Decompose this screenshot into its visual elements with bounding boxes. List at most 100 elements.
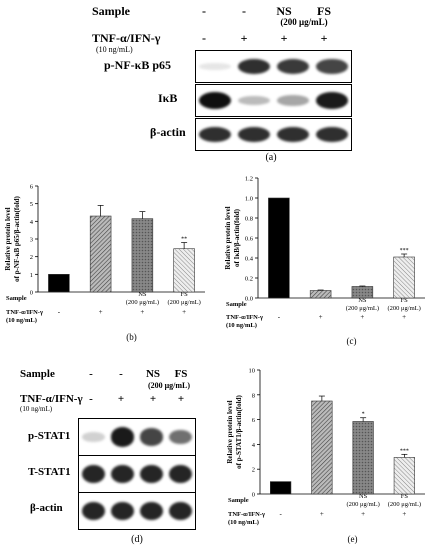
- blot-band: [315, 59, 348, 74]
- blot-band: [110, 427, 135, 447]
- y-axis-label: of p-STAT1/β-actin(fold): [235, 395, 243, 469]
- panel-d-sample-col-4: FS: [174, 368, 188, 380]
- panel-a-tnf-label: TNF-α/IFN-γ: [92, 31, 161, 45]
- category-label: FS: [401, 493, 409, 500]
- tnf-row-label: (10 ng/mL): [228, 519, 259, 526]
- bar: [393, 457, 415, 495]
- tnf-row-mark: -: [58, 308, 61, 316]
- panel-d-tnf-col-4: +: [177, 393, 185, 405]
- y-tick-label: 10: [249, 368, 256, 375]
- blot-band: [81, 501, 106, 521]
- y-tick-label: 0.4: [245, 256, 254, 263]
- chart-e: 0 2 4 6 8 10 Relative protein level of p-STAT1/…: [226, 368, 425, 544]
- panel-d-sample-col-3: NS: [145, 368, 161, 380]
- tnf-row-label: TNF-α/IFN-γ: [228, 511, 265, 518]
- panel-d-blot-p-stat1: [78, 418, 196, 456]
- panel-a-blot-beta-actin: [195, 118, 352, 151]
- panel-letter: (c): [347, 336, 357, 346]
- category-label: (200 μg/mL): [346, 305, 379, 312]
- sample-row-label: Sample: [228, 497, 249, 504]
- significance-mark: *: [362, 412, 365, 418]
- blot-band: [139, 464, 164, 484]
- panel-a-tnf-col-3: +: [280, 31, 288, 45]
- blot-band: [199, 91, 232, 110]
- category-label: (200 μg/mL): [388, 501, 421, 508]
- blot-band: [276, 126, 309, 143]
- blot-band: [199, 62, 232, 71]
- bar: [393, 256, 415, 299]
- panel-a-tnf-conc: (10 ng/mL): [96, 45, 133, 54]
- y-tick-label: 0.0: [245, 296, 253, 303]
- category-label: (200 μg/mL): [167, 299, 200, 306]
- blot-band: [81, 431, 106, 443]
- panel-a-blot-label-1: p-NF-κB p65: [104, 58, 172, 72]
- panel-d-blot-label-3: β-actin: [30, 502, 63, 514]
- category-label: NS: [138, 291, 147, 298]
- y-tick-label: 0.6: [245, 236, 254, 243]
- y-tick-label: 6: [30, 184, 34, 191]
- y-tick-label: 0: [252, 492, 255, 499]
- panel-d-tnf-conc: (10 ng/mL): [20, 405, 53, 413]
- blot-band: [168, 501, 193, 521]
- panel-a-tnf-col-1: -: [202, 31, 206, 45]
- category-label: FS: [181, 291, 189, 298]
- y-tick-label: 2: [252, 467, 255, 474]
- blot-band: [199, 126, 232, 143]
- y-axis-label: of p-NF-κB p65/β-actin(fold): [13, 195, 21, 281]
- y-tick-label: 3: [30, 237, 33, 244]
- tnf-row-mark: -: [279, 510, 282, 518]
- tnf-row-mark: +: [319, 313, 323, 321]
- blot-band: [276, 95, 309, 106]
- panel-d-sample-col-2: -: [119, 368, 123, 380]
- panel-a-sample-col-1: -: [202, 4, 206, 18]
- y-axis-label: Relative protein level: [224, 206, 232, 269]
- sample-row-label: Sample: [226, 301, 247, 308]
- panel-d-tnf-label: TNF-α/IFN-γ: [20, 393, 83, 405]
- bar: [311, 400, 333, 495]
- panel-a-letter: (a): [265, 152, 277, 163]
- category-label: NS: [358, 297, 367, 304]
- tnf-row-label: TNF-α/IFN-γ: [6, 309, 43, 316]
- panel-d-sample-col-1: -: [89, 368, 93, 380]
- panel-a-sample-col-2: -: [242, 4, 246, 18]
- y-tick-label: 1.2: [245, 176, 253, 183]
- tnf-row-mark: +: [182, 308, 186, 316]
- tnf-row-label: (10 ng/mL): [6, 317, 37, 324]
- panel-a-tnf-col-4: +: [320, 31, 328, 45]
- tnf-row-mark: +: [99, 308, 103, 316]
- y-tick-label: 0.2: [245, 276, 253, 283]
- y-tick-label: 4: [30, 219, 34, 226]
- y-axis-label: Relative protein level: [4, 207, 12, 270]
- panel-d-letter: (d): [131, 534, 143, 545]
- chart-c: 0.0 0.2 0.4 0.6 0.8 1.0 1.2 Relative protein le…: [224, 176, 425, 346]
- category-label: NS: [359, 493, 368, 500]
- bar: [173, 248, 195, 293]
- panel-d-tnf-col-3: +: [149, 393, 157, 405]
- tnf-row-mark: +: [320, 510, 324, 518]
- y-tick-label: 5: [30, 201, 33, 208]
- blot-band: [110, 464, 135, 484]
- bar: [270, 481, 292, 495]
- panel-a-conc-note: (200 μg/mL): [280, 17, 328, 27]
- category-label: FS: [401, 297, 409, 304]
- bar: [131, 218, 154, 293]
- panel-d-conc-note: (200 μg/mL): [147, 381, 191, 390]
- tnf-row-mark: +: [361, 510, 365, 518]
- panel-d-tnf-col-2: +: [117, 393, 125, 405]
- significance-mark: ***: [400, 248, 409, 254]
- panel-a-tnf-col-2: +: [240, 31, 248, 45]
- blot-band: [139, 501, 164, 521]
- y-tick-label: 1.0: [245, 196, 253, 203]
- y-tick-label: 1: [30, 272, 33, 279]
- panel-a-blot-ikb: [195, 84, 352, 117]
- panel-a-blot-p-nfkb: [195, 50, 352, 83]
- panel-d-blot-label-2: T-STAT1: [28, 466, 71, 478]
- blot-band: [168, 464, 193, 484]
- tnf-row-mark: +: [402, 510, 406, 518]
- tnf-row-mark: -: [278, 313, 281, 321]
- tnf-row-mark: +: [402, 313, 406, 321]
- blot-band: [168, 429, 193, 445]
- panel-letter: (e): [348, 534, 358, 544]
- y-tick-label: 2: [30, 254, 33, 261]
- tnf-row-mark: +: [360, 313, 364, 321]
